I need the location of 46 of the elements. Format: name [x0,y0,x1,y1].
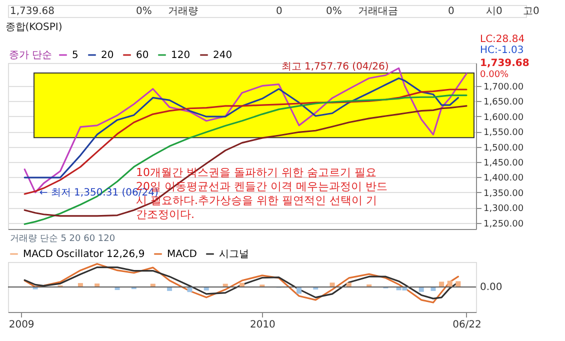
y-tick-label: 1,500.00 [484,143,524,154]
text: 시0 [486,6,502,17]
text: 거래량 단순 5 20 60 120 [10,234,116,244]
bar [456,281,461,287]
text: 0% [136,6,152,17]
legend-label: 240 [213,50,232,61]
y-tick-label: 1,600.00 [484,112,524,123]
text: 1,739.68 [480,58,530,69]
ref-line-label: 0.00 [480,282,502,293]
y-tick-label: 1,650.00 [484,98,524,108]
legend-label: 20 [101,50,114,61]
legend-label: 5 [72,50,78,61]
text: 0% [326,6,342,17]
text: 거래량 [168,6,198,17]
text: HC:-1.03 [480,45,524,56]
text: LC:28.84 [480,34,525,45]
x-tick-label: 2009 [8,320,34,330]
line-series [24,77,459,178]
text: 0 [448,6,454,17]
legend-label: MACD [167,249,198,260]
legend-label: 60 [136,50,149,61]
y-tick-label: 1,550.00 [484,128,524,138]
text: 1,739.68 [10,6,55,17]
text: 거래대금 [358,6,398,17]
annotation: 간조정이다. [136,208,194,221]
legend-label: 120 [171,50,190,61]
bar [418,287,424,292]
x-tick-label: 2010 [250,320,276,330]
legend-title: 종가 단순 [9,50,52,61]
text: 고0 [523,6,540,17]
y-tick-label: 1,450.00 [484,158,524,168]
y-tick-label: 1,350.00 [484,188,524,199]
y-tick-label: 1,250.00 [484,219,524,230]
legend-label: 시그널 [219,249,249,260]
y-tick-label: 1,700.00 [484,82,524,92]
y-tick-label: 1,400.00 [484,174,524,184]
annotation: 최고 1,757.76 (04/26) [281,61,389,72]
bar [439,282,444,287]
legend-label: MACD Oscillator 12,26,9 [23,249,145,260]
bar [296,287,302,294]
text: 0.00% [480,70,510,80]
x-tick-label: 06/22 [452,320,482,330]
line-series [24,88,468,195]
y-tick-label: 1,300.00 [484,204,524,214]
text: 0 [276,6,282,17]
chart-title: 종합(KOSPI) [5,22,62,33]
